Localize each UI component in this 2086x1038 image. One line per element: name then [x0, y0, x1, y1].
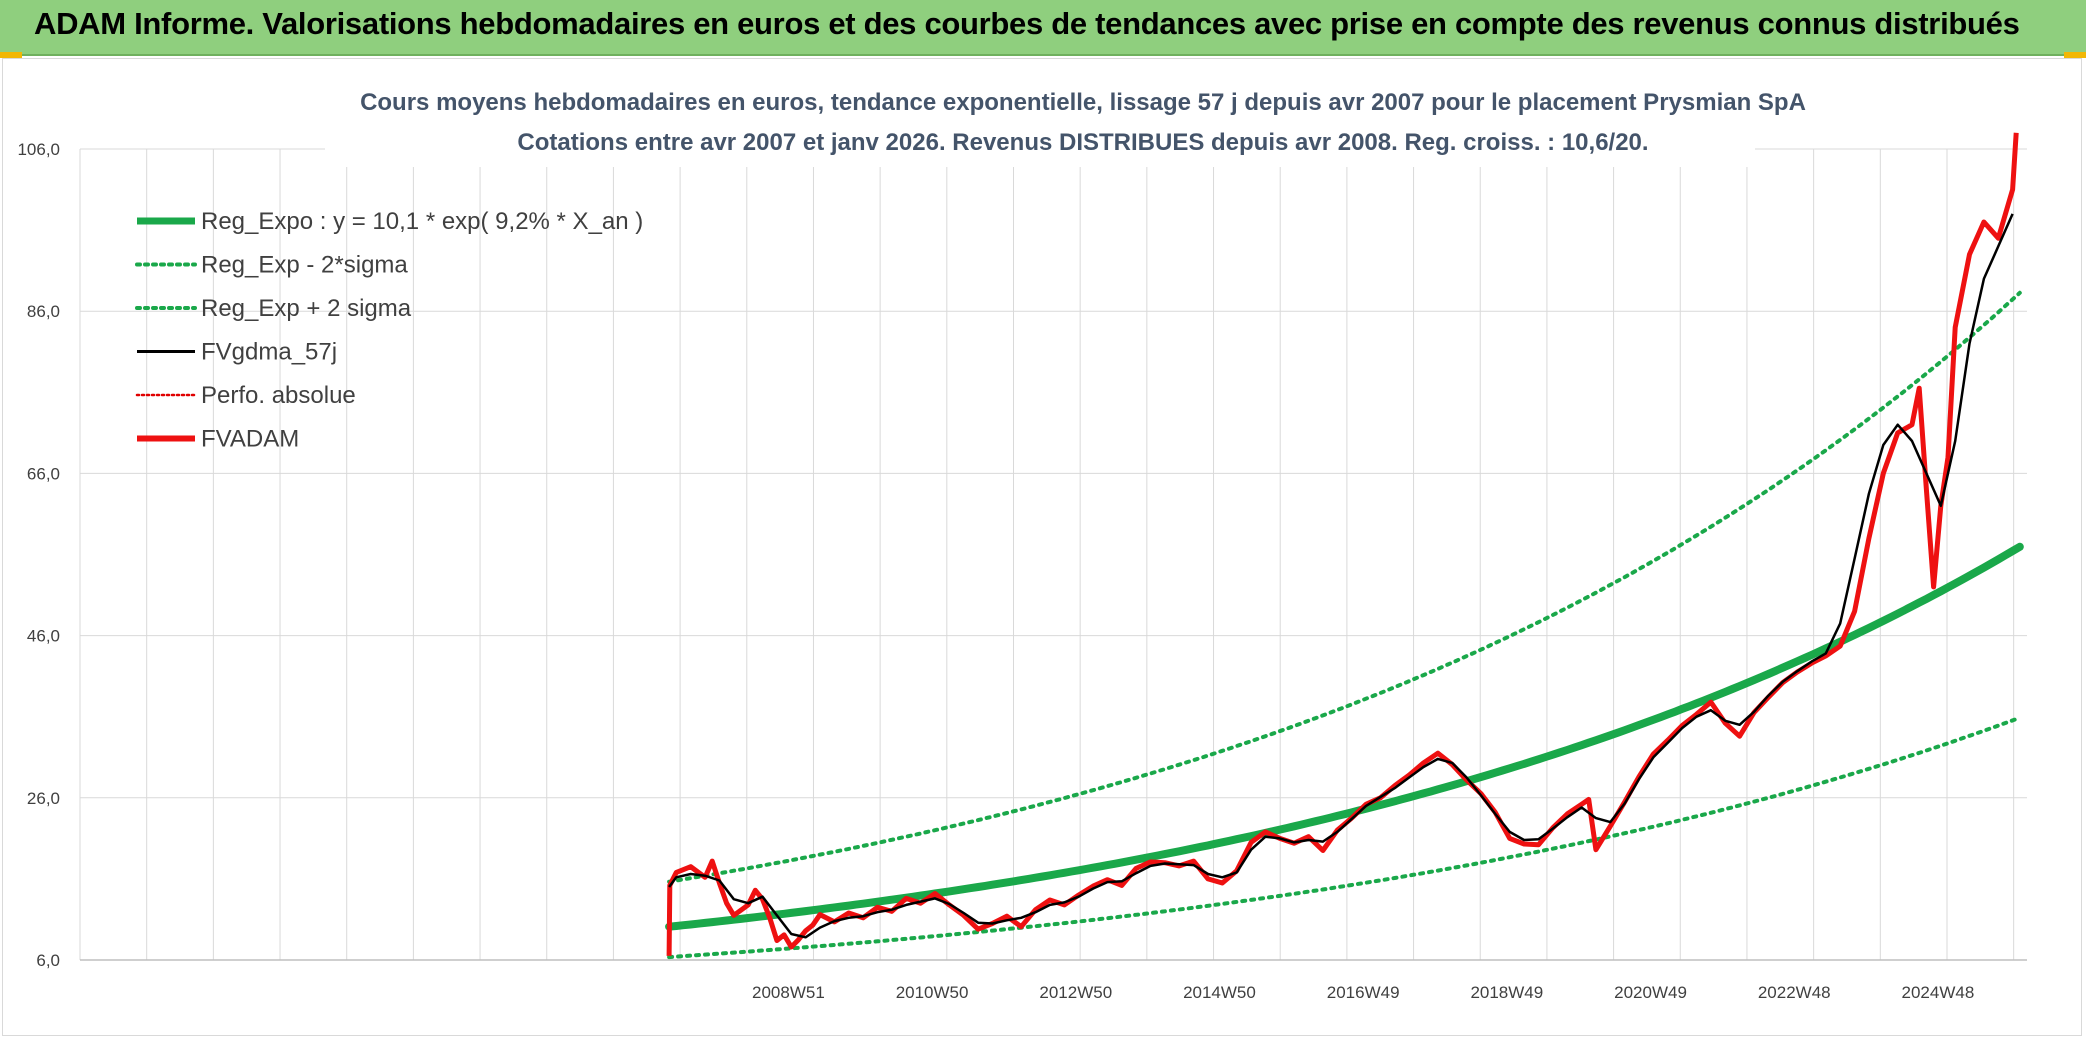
x-tick-label: 2014W50: [1183, 983, 1256, 1002]
report-banner: ADAM Informe. Valorisations hebdomadaire…: [0, 0, 2086, 56]
x-axis-ticks: 2008W51 2010W50 2012W50 2014W50 2016W49 2018W…: [752, 983, 1974, 1002]
x-tick-label: 2022W48: [1758, 983, 1831, 1002]
y-tick-label: 66,0: [27, 464, 60, 483]
x-tick-label: 2008W51: [752, 983, 825, 1002]
y-tick-label: 46,0: [27, 627, 60, 646]
chart-frame: [2, 58, 2082, 1036]
reg-exp-plus-2sigma-line: [667, 290, 2022, 884]
legend: Reg_Expo : y = 10,1 * exp( 9,2% * X_an )…: [135, 208, 643, 453]
x-tick-label: 2010W50: [896, 983, 969, 1002]
regression-lines: [665, 290, 2024, 960]
y-axis-ticks: 6,0 26,0 46,0 66,0 86,0 106,0: [17, 140, 60, 970]
fvadam-line: [666, 132, 2019, 956]
x-tick-label: 2020W49: [1614, 983, 1687, 1002]
title-background: [325, 82, 1755, 167]
x-tick-label: 2024W48: [1902, 983, 1975, 1002]
y-tick-label: 6,0: [36, 951, 60, 970]
reg-expo-line: [665, 542, 2024, 931]
y-tick-label: 106,0: [17, 140, 60, 159]
series-lines: [666, 132, 2019, 956]
legend-label: Perfo. absolue: [201, 382, 356, 409]
legend-label: FVgdma_57j: [201, 339, 337, 366]
legend-label: Reg_Exp - 2*sigma: [201, 252, 408, 279]
chart-subtitle: Cotations entre avr 2007 et janv 2026. R…: [517, 129, 1648, 156]
legend-label: Reg_Exp + 2 sigma: [201, 295, 412, 322]
x-tick-label: 2016W49: [1327, 983, 1400, 1002]
corner-accent-left: [0, 52, 22, 58]
fvgdma-57j-line: [668, 213, 2014, 939]
reg-exp-minus-2sigma-line: [667, 715, 2022, 960]
chart-title: Cours moyens hebdomadaires en euros, ten…: [360, 89, 1806, 116]
legend-label: Reg_Expo : y = 10,1 * exp( 9,2% * X_an ): [201, 208, 643, 235]
legend-label: FVADAM: [201, 426, 299, 453]
x-tick-label: 2018W49: [1470, 983, 1543, 1002]
y-tick-label: 26,0: [27, 789, 60, 808]
x-tick-label: 2012W50: [1039, 983, 1112, 1002]
corner-accent-right: [2064, 52, 2086, 58]
report-title: ADAM Informe. Valorisations hebdomadaire…: [34, 6, 2020, 41]
y-tick-label: 86,0: [27, 302, 60, 321]
